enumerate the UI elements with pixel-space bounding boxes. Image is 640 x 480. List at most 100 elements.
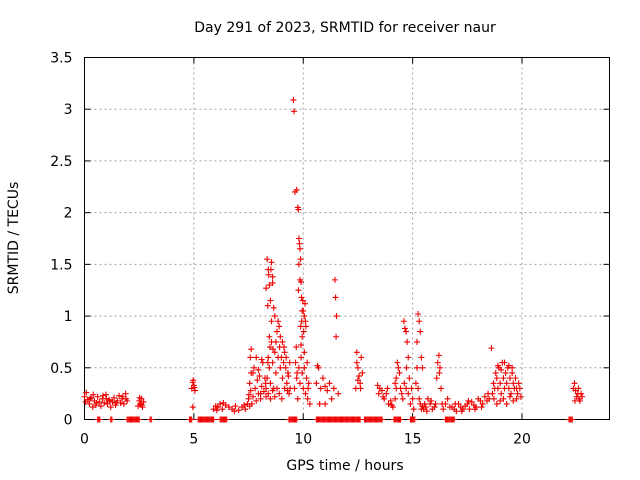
data-point (266, 282, 273, 289)
data-point (428, 397, 435, 404)
data-point (393, 375, 400, 382)
data-point (422, 404, 429, 411)
data-point (282, 364, 289, 371)
data-point (359, 369, 366, 376)
data-point (299, 297, 306, 304)
data-point (435, 352, 442, 359)
data-point (397, 385, 404, 392)
grid-lines (84, 57, 610, 420)
data-point (579, 393, 586, 400)
x-tick-label: 20 (513, 432, 531, 448)
data-point (384, 385, 391, 392)
data-point (291, 385, 298, 392)
data-point (424, 395, 431, 402)
data-point (401, 325, 408, 332)
data-point (283, 354, 290, 361)
x-tick-label: 10 (294, 432, 312, 448)
data-point (510, 380, 517, 387)
data-point (246, 380, 253, 387)
data-points (81, 96, 586, 423)
x-tick-label: 0 (80, 432, 89, 448)
data-point (298, 318, 305, 325)
data-point (293, 344, 300, 351)
data-point (269, 273, 276, 280)
x-tick-label: 15 (404, 432, 422, 448)
data-point (302, 323, 309, 330)
data-point (357, 380, 364, 387)
data-point (277, 333, 284, 340)
data-point (416, 318, 423, 325)
data-point (517, 393, 524, 400)
data-point (278, 395, 285, 402)
data-point (403, 328, 410, 335)
data-point (416, 395, 423, 402)
data-point (404, 338, 411, 345)
data-point (295, 206, 302, 213)
data-point (299, 333, 306, 340)
data-point (191, 387, 198, 394)
data-point (488, 345, 495, 352)
data-point (295, 364, 302, 371)
data-point-zero (451, 416, 458, 423)
data-point (252, 385, 259, 392)
data-point (106, 396, 112, 403)
data-point (415, 385, 422, 392)
data-point (410, 406, 417, 413)
data-point (267, 344, 273, 351)
data-point (284, 387, 291, 394)
data-point (298, 278, 305, 285)
data-point (116, 392, 123, 399)
data-point (122, 390, 129, 397)
data-point (191, 384, 198, 391)
data-point (316, 400, 323, 407)
data-point-zero (379, 416, 385, 423)
data-point (296, 380, 303, 387)
data-point (279, 338, 286, 345)
data-point (82, 398, 89, 405)
data-point (513, 395, 520, 402)
data-point (408, 385, 415, 392)
y-tick-label: 2.5 (50, 154, 72, 170)
data-point (392, 380, 399, 387)
x-tick-labels: 0 5 10 15 20 (80, 432, 531, 448)
data-point (385, 400, 392, 407)
data-point-zero (569, 416, 576, 423)
data-point (271, 313, 278, 320)
data-point (506, 393, 513, 400)
data-point (304, 359, 311, 366)
data-point (249, 369, 256, 376)
data-point (392, 395, 399, 402)
data-point (217, 400, 224, 407)
data-point (305, 385, 312, 392)
data-point (432, 400, 439, 407)
data-point (263, 385, 270, 392)
plot-frame (84, 57, 610, 420)
data-point (503, 380, 510, 387)
data-point (500, 375, 507, 382)
data-point (465, 397, 472, 404)
data-point (516, 385, 523, 392)
data-point (298, 342, 305, 349)
data-point (213, 407, 220, 414)
data-point (88, 394, 95, 401)
data-point (406, 375, 413, 382)
data-point (494, 385, 501, 392)
data-point (93, 399, 100, 406)
data-point (276, 390, 283, 397)
data-point (380, 393, 387, 400)
data-point (405, 354, 412, 361)
data-point (296, 245, 303, 252)
data-point (333, 333, 340, 340)
data-point (268, 318, 275, 325)
data-point (471, 406, 478, 413)
data-point (295, 287, 302, 294)
data-point (86, 400, 93, 407)
data-point (509, 369, 516, 376)
data-point (94, 393, 101, 400)
data-point (409, 395, 416, 402)
data-point (419, 364, 426, 371)
data-point (220, 399, 227, 406)
y-tick-label: 1.5 (50, 257, 72, 273)
data-point (275, 318, 282, 325)
data-point (298, 354, 305, 361)
